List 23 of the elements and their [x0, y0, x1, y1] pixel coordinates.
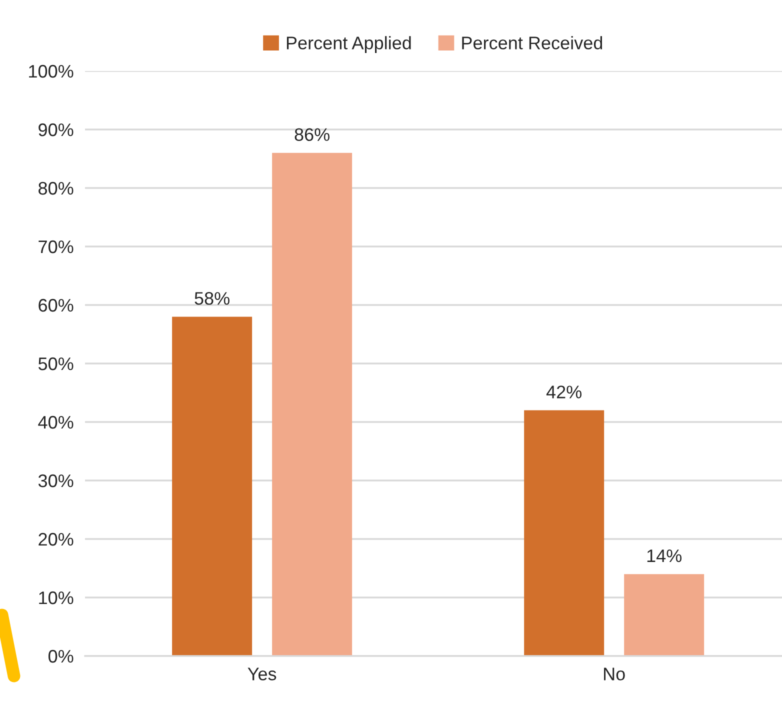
y-tick-label: 10%: [39, 591, 74, 604]
y-tick-label: 70%: [38, 240, 74, 254]
y-tick-label: 50%: [38, 357, 74, 370]
bar: [272, 152, 352, 656]
legend-label: Percent Received: [462, 36, 602, 50]
y-tick-label: 90%: [38, 123, 74, 136]
y-tick-label: 30%: [38, 474, 74, 488]
bar: [524, 410, 604, 656]
y-tick-label: 100%: [29, 64, 74, 78]
y-tick-label: 40%: [38, 416, 74, 429]
data-label: 58%: [194, 292, 230, 305]
bar: [624, 574, 704, 656]
bar: [172, 316, 252, 656]
x-tick-label: No: [604, 668, 625, 680]
legend-label: Percent Applied: [286, 36, 411, 53]
data-label: 42%: [546, 386, 582, 398]
y-tick-label: 60%: [38, 298, 74, 312]
data-label: 86%: [294, 128, 330, 141]
x-tick-label: Yes: [248, 668, 276, 680]
y-tick-label: 80%: [38, 182, 74, 195]
y-tick-label: 0%: [48, 650, 74, 663]
data-label: 14%: [647, 549, 682, 562]
y-tick-label: 20%: [38, 532, 74, 546]
